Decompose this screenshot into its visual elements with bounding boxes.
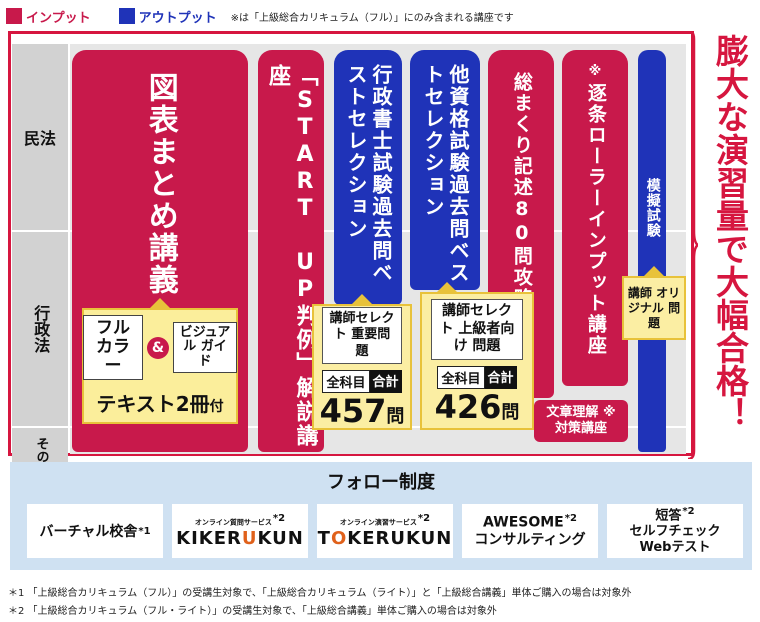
course-gyosei-best-selection: 行政書士試験過去問ベストセレクション — [334, 50, 402, 305]
callout-gyosei-tags: 全科目 合計 — [322, 369, 402, 393]
input-swatch — [6, 8, 22, 24]
headline: 膨大な演習量で大幅合格！ — [710, 34, 750, 430]
row-label-gyoseiho: 行政法 — [12, 232, 68, 426]
callout-tashikaku-label: 講師セレクト 上級者向け 問題 — [431, 299, 523, 360]
output-swatch — [118, 8, 135, 24]
follow-system-panel: フォロー制度 バーチャル校舎 *1 オンライン質問サービス*2 KIKERUKUN… — [10, 462, 752, 570]
callout-gyosei: 講師セレクト 重要問題 全科目 合計 457問 — [312, 304, 412, 430]
row-labels: 民法 行政法 その他 — [12, 44, 68, 485]
callout-pointer-gyosei — [352, 294, 372, 304]
callout-mogi-label: 講師 オリジナル 問題 — [627, 285, 681, 330]
callout-pointer-zuhyo — [150, 298, 170, 308]
footnote-1: ＊1 「上級総合カリキュラム（フル）」の受講生対象で、「上級総合カリキュラム（ラ… — [8, 588, 632, 599]
follow-kikerukun: オンライン質問サービス*2 KIKERUKUN — [172, 504, 308, 558]
course-chikujo-roller: ※ 逐条ローラーインプット講座 — [562, 50, 628, 386]
course-chikujo-label: 逐条ローラーインプット講座 — [584, 83, 607, 356]
tag-visual-guide: ビジュアル ガイド — [173, 322, 237, 373]
follow-title: フォロー制度 — [327, 472, 435, 493]
course-startup-label: 「START UP判例」解説講座 — [265, 64, 318, 448]
follow-awesome-consulting: AWESOME*2 コンサルティング — [462, 504, 598, 558]
footnote-2: ＊2 「上級総合カリキュラム（フル・ライト）」の受講生対象で、「上級総合講義」単… — [8, 606, 497, 617]
follow-tanto-selfcheck: 短答*2 セルフチェック Webテスト — [607, 504, 743, 558]
tag-full-color: フル カラー — [83, 315, 143, 380]
callout-tashikaku-count: 426問 — [434, 387, 520, 426]
course-tashikaku-best-selection: 他資格試験過去問ベストセレクション — [410, 50, 480, 290]
callout-pointer-tashikaku — [437, 282, 457, 292]
callout-mogi: 講師 オリジナル 問題 — [622, 276, 686, 340]
legend-note: ※は「上級総合カリキュラム（フル）」にのみ含まれる講座です — [230, 12, 514, 24]
callout-gyosei-label: 講師セレクト 重要問題 — [322, 307, 402, 364]
text-two-books: テキスト2冊付 — [96, 391, 224, 416]
legend-output-label: アウトプット — [138, 10, 217, 26]
course-chikujo-mark: ※ — [588, 64, 602, 79]
course-bunsho-rikai: 文章理解 ※ 対策講座 — [534, 400, 628, 442]
callout-tashikaku-tags: 全科目 合計 — [437, 365, 517, 389]
course-bunsho-line2: 対策講座 — [554, 421, 607, 436]
follow-virtual-campus: バーチャル校舎 *1 — [27, 504, 163, 558]
course-mogi-label: 模擬試験 — [644, 178, 661, 238]
callout-gyosei-count: 457問 — [319, 391, 405, 430]
course-bunsho-mark: ※ — [602, 405, 616, 421]
course-zuhyo-label: 図表まとめ講義 — [142, 72, 178, 296]
follow-tokerukun: オンライン演習サービス*2 TOKERUKUN — [317, 504, 453, 558]
callout-zuhyo: フル カラー & ビジュアル ガイド テキスト2冊付 — [82, 308, 238, 424]
callout-tashikaku: 講師セレクト 上級者向け 問題 全科目 合計 426問 — [420, 292, 534, 430]
course-mogi-shiken: 模擬試験 — [638, 50, 666, 452]
course-somakuri-label: 総まくり記述80問攻略講座 — [510, 72, 533, 351]
row-label-minpo: 民法 — [12, 44, 68, 230]
course-tashikaku-best-label: 他資格試験過去問ベストセレクション — [421, 64, 470, 284]
callout-pointer-mogi — [644, 266, 664, 276]
course-gyosei-best-label: 行政書士試験過去問ベストセレクション — [344, 64, 393, 284]
ampersand-badge: & — [147, 336, 169, 359]
brace-connector — [688, 31, 698, 459]
legend-input-label: インプット — [26, 10, 91, 26]
legend: インプット アウトプット ※は「上級総合カリキュラム（フル）」にのみ含まれる講座… — [6, 6, 514, 26]
course-bunsho-line1: 文章理解 — [546, 405, 599, 421]
